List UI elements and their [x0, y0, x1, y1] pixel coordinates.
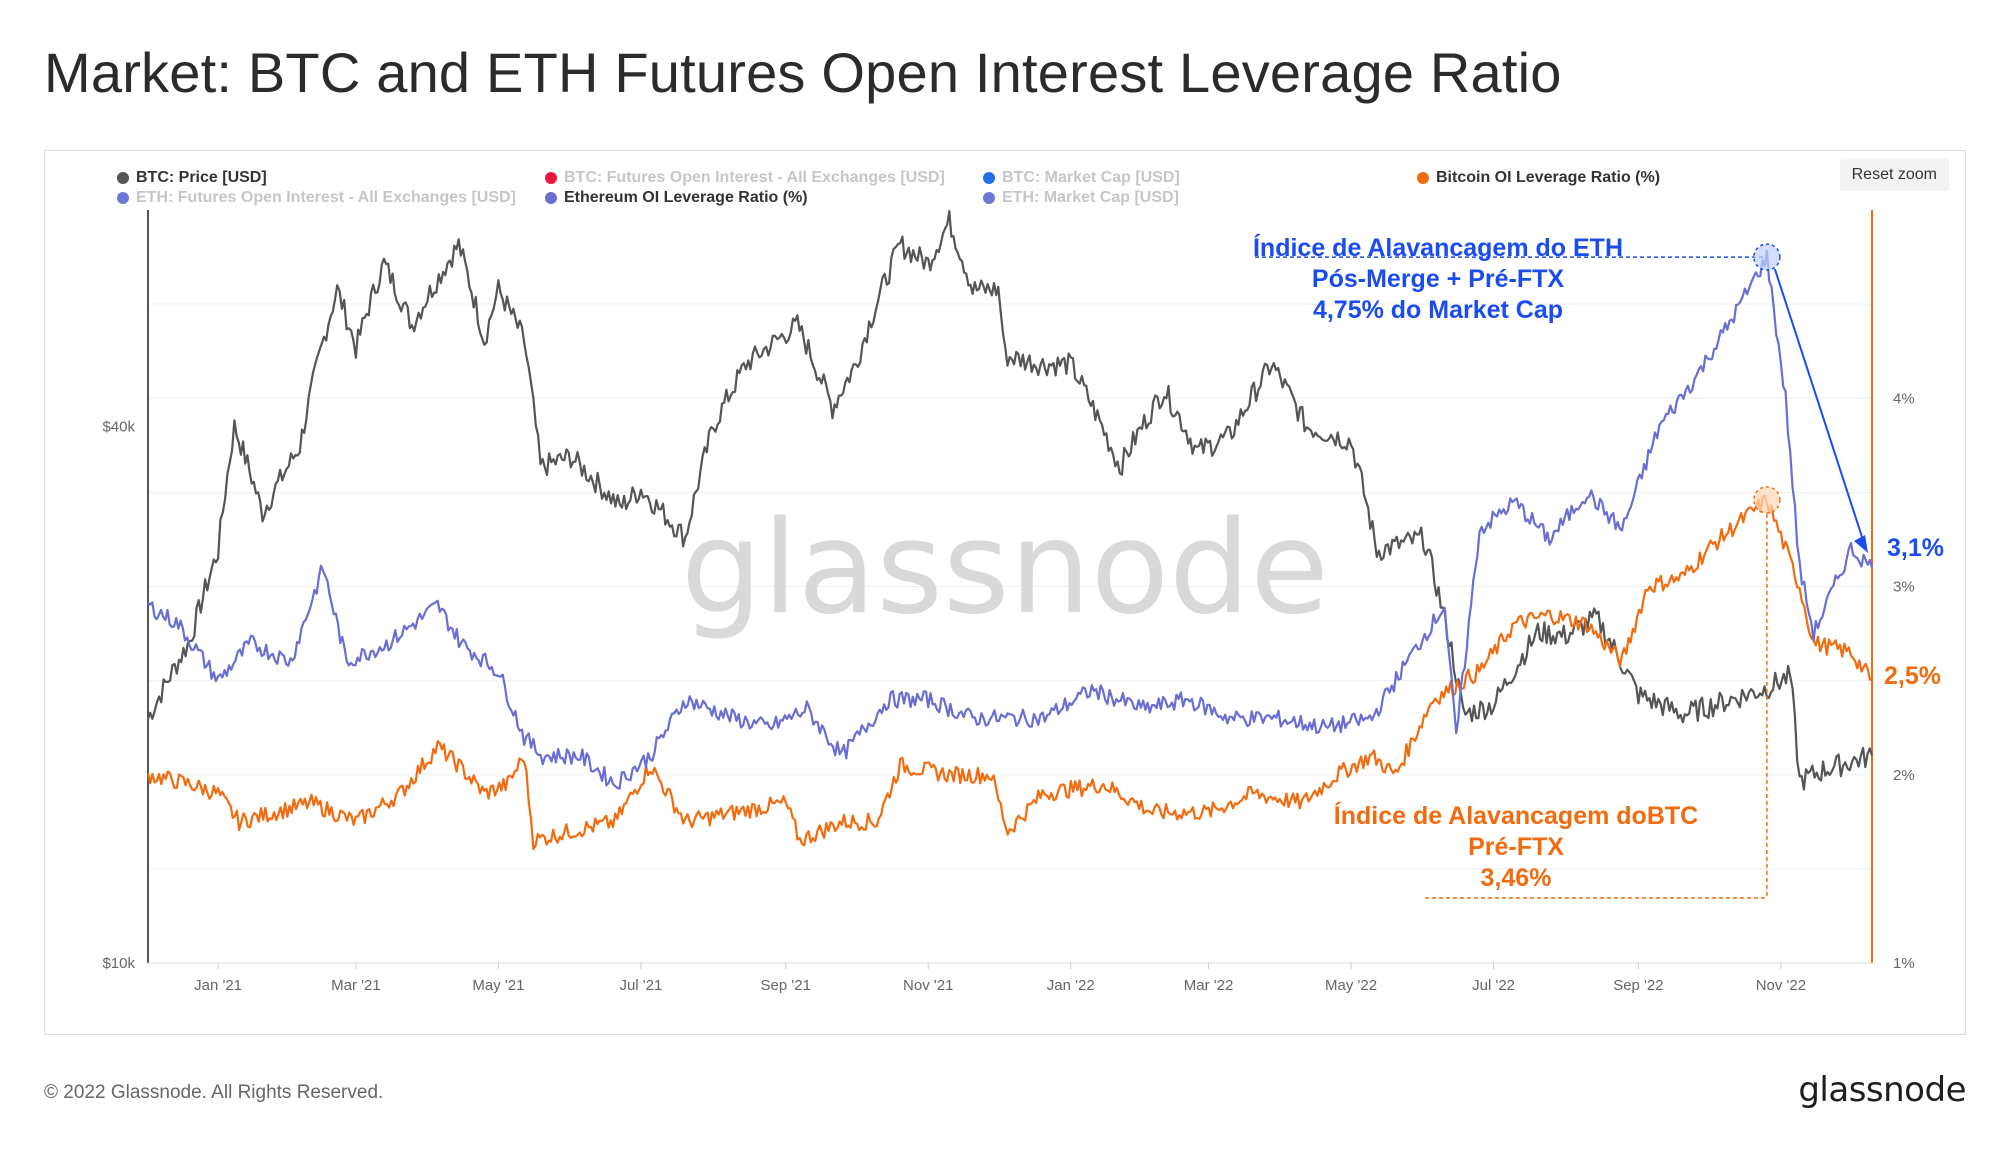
btc-annotation-line3: 3,46%: [1481, 864, 1552, 892]
x-tick-label: Sep '21: [761, 977, 811, 994]
series-line-0[interactable]: [146, 210, 1874, 791]
x-tick-label: Jul '22: [1472, 977, 1515, 994]
x-tick-label: Sep '22: [1613, 977, 1663, 994]
x-tick-label: Jan '21: [194, 977, 242, 994]
legend-label: Ethereum OI Leverage Ratio (%): [564, 189, 808, 206]
eth-peak-marker: [1753, 243, 1781, 271]
legend-item[interactable]: BTC: Price [USD]: [117, 169, 267, 187]
legend-item[interactable]: BTC: Futures Open Interest - All Exchang…: [545, 169, 945, 187]
eth-annotation-line1: Índice de Alavancagem do ETH: [1253, 233, 1623, 262]
series-line-2[interactable]: [147, 249, 1874, 790]
y-right-tick-label: 4%: [1893, 390, 1915, 407]
y-left-tick-label: $10k: [102, 955, 135, 972]
legend-item[interactable]: ETH: Market Cap [USD]: [983, 189, 1179, 207]
arrow-head-icon: [1854, 535, 1868, 553]
legend-label: BTC: Futures Open Interest - All Exchang…: [564, 169, 945, 186]
series-line-1[interactable]: [146, 494, 1873, 851]
x-tick-label: Nov '22: [1756, 977, 1806, 994]
legend-label: ETH: Futures Open Interest - All Exchang…: [136, 189, 516, 206]
eth-current-value: 3,1%: [1887, 534, 1944, 562]
brand-logo[interactable]: glassnode: [1798, 1070, 1966, 1110]
x-tick-label: May '22: [1325, 977, 1377, 994]
btc-annotation-line1: Índice de Alavancagem doBTC: [1334, 801, 1698, 830]
legend-item[interactable]: Bitcoin OI Leverage Ratio (%): [1417, 169, 1660, 187]
eth-drop-arrow: [1773, 268, 1865, 544]
eth-annotation-line3: 4,75% do Market Cap: [1313, 296, 1563, 324]
legend-label: BTC: Market Cap [USD]: [1002, 169, 1180, 186]
legend-marker-icon: [117, 192, 129, 204]
legend-item[interactable]: BTC: Market Cap [USD]: [983, 169, 1180, 187]
legend-marker-icon: [117, 172, 129, 184]
y-right-tick-label: 1%: [1893, 955, 1915, 972]
x-tick-label: Mar '21: [331, 977, 381, 994]
btc-annotation-line2: Pré-FTX: [1468, 833, 1564, 861]
x-tick-label: May '21: [472, 977, 524, 994]
legend-marker-icon: [545, 172, 557, 184]
legend-marker-icon: [545, 192, 557, 204]
legend-marker-icon: [1417, 172, 1429, 184]
legend-label: ETH: Market Cap [USD]: [1002, 189, 1179, 206]
y-right-tick-label: 2%: [1893, 767, 1915, 784]
chart-frame: Reset zoom BTC: Price [USD] BTC: Futures …: [44, 150, 1966, 1035]
x-tick-label: Mar '22: [1184, 977, 1234, 994]
y-left-tick-label: $40k: [102, 419, 135, 436]
legend-label: BTC: Price [USD]: [136, 169, 267, 186]
btc-current-value: 2,5%: [1884, 662, 1941, 690]
page-title: Market: BTC and ETH Futures Open Interes…: [44, 41, 1562, 104]
x-tick-label: Jul '21: [619, 977, 662, 994]
legend-marker-icon: [983, 192, 995, 204]
eth-annotation-line2: Pós-Merge + Pré-FTX: [1312, 265, 1564, 293]
watermark-text: glassnode: [681, 494, 1329, 643]
btc-peak-marker: [1753, 486, 1781, 514]
legend-label: Bitcoin OI Leverage Ratio (%): [1436, 169, 1661, 186]
legend-marker-icon: [983, 172, 995, 184]
x-tick-label: Jan '22: [1047, 977, 1095, 994]
x-tick-label: Nov '21: [903, 977, 953, 994]
y-right-tick-label: 3%: [1893, 579, 1915, 596]
reset-zoom-button[interactable]: Reset zoom: [1839, 159, 1949, 191]
legend-item[interactable]: ETH: Futures Open Interest - All Exchang…: [117, 189, 516, 207]
footer-copyright: © 2022 Glassnode. All Rights Reserved.: [44, 1082, 384, 1103]
legend-item[interactable]: Ethereum OI Leverage Ratio (%): [545, 189, 808, 207]
